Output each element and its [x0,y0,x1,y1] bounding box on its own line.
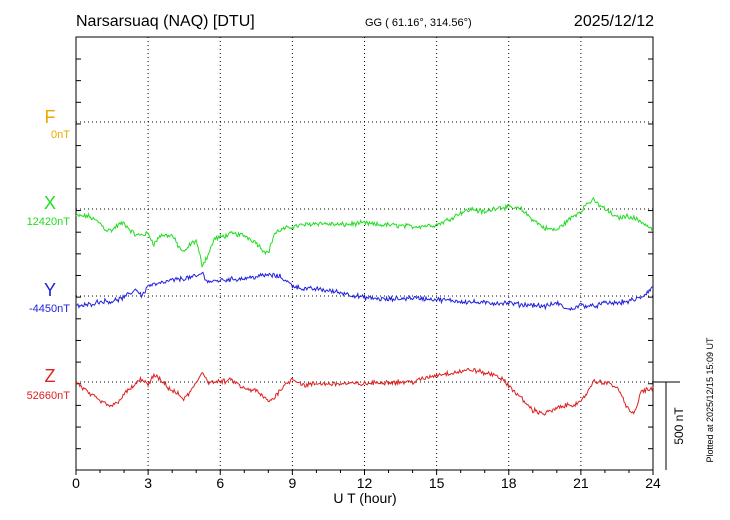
plot-date: 2025/12/12 [574,13,654,30]
station-title: Narsarsuaq (NAQ) [DTU] [76,13,255,30]
channel-Z-label: Z [45,366,56,386]
scale-bar-label: 500 nT [672,407,686,445]
channel-Z-baseline: 52660nT [27,390,71,402]
x-tick-label: 3 [144,475,152,491]
channel-F-baseline: 0nT [51,129,70,141]
x-axis-title: U T (hour) [333,490,396,506]
x-tick-label: 24 [645,475,661,491]
x-tick-label: 15 [429,475,445,491]
scale-bar: 500 nT [653,381,686,470]
x-tick-label: 9 [288,475,296,491]
station-coords: GG ( 61.16°, 314.56°) [365,17,472,29]
series-X-trace [75,196,654,268]
channel-X-label: X [44,193,56,213]
plotted-timestamp: Plotted at 2025/12/15 15:09 UT [705,337,715,463]
channel-X-baseline: 12420nT [27,216,71,228]
channel-labels: F 0nT X 12420nT Y -4450nT Z 52660nT [27,107,71,402]
x-tick-label: 18 [501,475,517,491]
channel-Y-label: Y [44,280,56,300]
x-tick-label: 0 [72,475,80,491]
series-Y-trace [75,271,654,312]
x-axis: 0 3 6 9 12 15 18 21 24 [72,58,661,491]
x-tick-label: 21 [573,475,589,491]
data-traces [75,196,654,416]
x-tick-label: 6 [216,475,224,491]
channel-F-label: F [45,107,56,127]
channel-Y-baseline: -4450nT [29,303,70,315]
series-Z-trace [75,367,654,416]
x-tick-label: 12 [357,475,373,491]
grid [76,37,653,470]
